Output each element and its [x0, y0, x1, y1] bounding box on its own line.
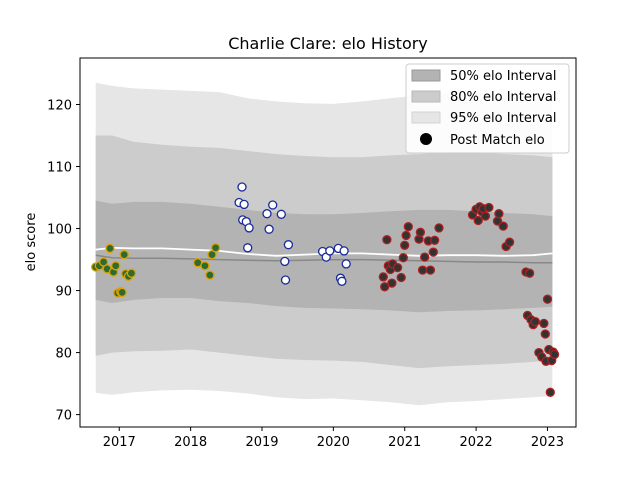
y-axis-label: elo score — [24, 213, 39, 272]
post-match-point — [210, 243, 221, 253]
x-tick-label: 2023 — [531, 435, 564, 450]
post-match-point — [420, 252, 430, 262]
post-match-point — [105, 243, 115, 254]
post-match-point — [237, 182, 247, 192]
post-match-point — [337, 276, 347, 286]
post-match-point — [244, 223, 254, 233]
post-match-point — [549, 349, 560, 360]
post-match-point — [243, 243, 253, 253]
y-axis: 70 80 90 100 110 120 — [47, 99, 80, 424]
post-match-point — [126, 268, 137, 278]
post-match-point — [398, 253, 408, 263]
legend-swatch-95 — [411, 111, 441, 124]
post-match-point — [119, 249, 129, 260]
post-match-point — [434, 223, 444, 233]
post-match-point — [280, 256, 290, 267]
post-match-point — [494, 209, 504, 219]
x-tick-label: 2018 — [174, 435, 207, 450]
legend-label-post-match: Post Match elo — [450, 133, 545, 148]
post-match-point — [205, 270, 215, 280]
post-match-point — [341, 259, 351, 269]
post-match-point — [392, 262, 403, 273]
y-tick-label: 80 — [55, 347, 72, 362]
post-match-point — [268, 200, 278, 210]
legend-label-95: 95% elo Interval — [450, 111, 557, 126]
post-match-point — [325, 246, 335, 256]
post-match-point — [542, 294, 553, 304]
post-match-point — [276, 209, 286, 219]
post-match-point — [280, 275, 291, 285]
post-match-point — [380, 282, 390, 292]
post-match-point — [504, 237, 515, 247]
post-match-point — [540, 329, 550, 339]
median-line — [95, 254, 553, 264]
post-match-point — [539, 318, 549, 329]
legend-label-80: 80% elo Interval — [450, 90, 557, 105]
legend-box — [405, 63, 570, 154]
post-match-point — [484, 202, 494, 213]
post-match-point — [498, 221, 508, 231]
post-match-point — [239, 199, 249, 210]
post-match-point — [378, 272, 388, 282]
legend-swatch-50 — [411, 69, 441, 82]
x-tick-label: 2017 — [103, 435, 136, 450]
post-match-point — [283, 240, 294, 250]
post-match-point — [401, 230, 411, 241]
post-match-point — [387, 278, 397, 288]
post-match-point — [117, 287, 127, 298]
post-match-points — [91, 182, 560, 397]
post-match-point — [425, 265, 436, 275]
legend-swatch-80 — [411, 90, 441, 103]
post-match-point — [415, 227, 426, 237]
legend-label-50: 50% elo Interval — [450, 69, 557, 84]
post-match-point — [339, 246, 349, 256]
legend: 50% elo Interval 80% elo Interval 95% el… — [405, 63, 570, 154]
x-tick-label: 2020 — [317, 435, 350, 450]
y-tick-label: 120 — [47, 99, 72, 114]
post-match-point — [262, 209, 272, 219]
y-tick-label: 100 — [47, 223, 72, 238]
post-match-point — [382, 235, 392, 245]
post-match-point — [400, 240, 410, 250]
post-match-point — [524, 268, 535, 278]
post-match-point — [473, 215, 483, 226]
x-axis: 2017 2018 2019 2020 2021 2022 2023 — [103, 427, 564, 450]
post-match-point — [530, 316, 540, 327]
post-match-point — [545, 387, 555, 397]
y-tick-label: 90 — [55, 285, 72, 300]
post-match-point — [480, 211, 491, 221]
post-match-point — [403, 222, 413, 232]
post-match-point — [430, 235, 440, 245]
post-match-point — [200, 261, 210, 271]
y-tick-label: 70 — [55, 409, 72, 424]
post-match-point — [396, 272, 406, 283]
post-match-point — [428, 247, 438, 257]
legend-marker-post-match — [420, 133, 432, 145]
plot-frame — [79, 57, 577, 428]
x-tick-label: 2019 — [245, 435, 278, 450]
post-match-point — [417, 265, 428, 275]
interval-bands — [95, 82, 553, 406]
post-match-point — [264, 224, 274, 234]
chart-title: Charlie Clare: elo History — [228, 34, 428, 53]
post-match-point — [111, 261, 121, 271]
x-tick-label: 2022 — [460, 435, 493, 450]
y-tick-label: 110 — [47, 161, 72, 176]
x-tick-label: 2021 — [388, 435, 421, 450]
